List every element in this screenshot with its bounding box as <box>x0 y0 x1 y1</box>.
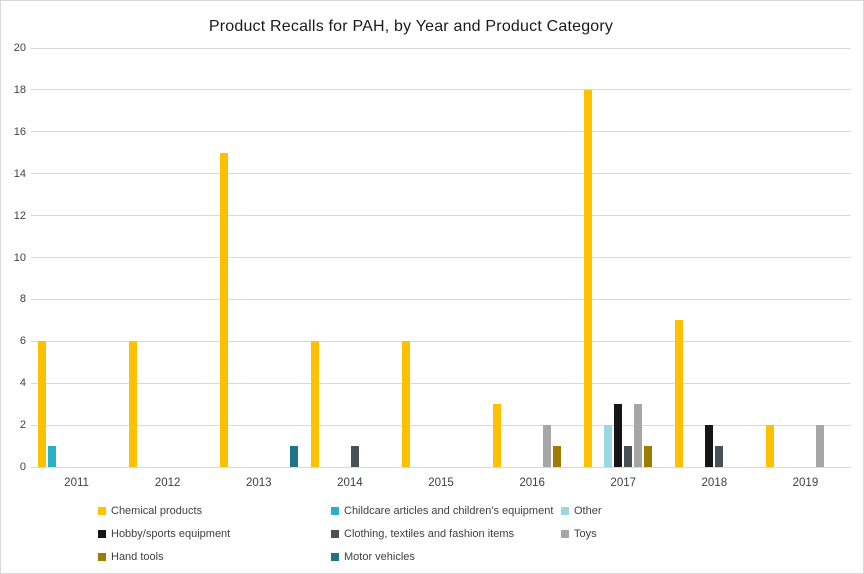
y-axis-label: 10 <box>13 251 26 264</box>
bar <box>402 341 410 467</box>
legend-swatch <box>98 529 106 538</box>
x-axis-label: 2012 <box>154 477 181 489</box>
x-axis-label: 2015 <box>428 477 454 489</box>
legend-item: Hobby/sports equipment <box>98 522 230 545</box>
legend-item: Hand tools <box>98 545 230 568</box>
bar <box>219 152 228 467</box>
legend-label: Toys <box>574 527 597 540</box>
bar <box>675 320 684 467</box>
y-axis-label: 0 <box>19 461 26 473</box>
bar <box>614 404 623 467</box>
bar <box>624 446 633 467</box>
bar <box>493 404 502 467</box>
legend-label: Other <box>574 504 602 517</box>
x-axis-label: 2011 <box>64 477 89 489</box>
x-axis-label: 2013 <box>245 477 272 489</box>
legend-label: Hobby/sports equipment <box>111 527 231 540</box>
bar <box>128 341 137 467</box>
y-axis-label: 20 <box>13 42 26 54</box>
legend-item: Motor vehicles <box>331 545 553 568</box>
gridline <box>31 89 851 91</box>
legend-swatch <box>331 506 339 515</box>
y-axis-label: 12 <box>13 209 26 222</box>
y-axis-label: 4 <box>19 377 26 390</box>
chart-title: Product Recalls for PAH, by Year and Pro… <box>208 18 614 35</box>
legend-label: Hand tools <box>111 550 164 563</box>
legend-column: Childcare articles and children's equipm… <box>331 499 553 568</box>
plot-area: 2011 2012 2013 2014 2015 2016 2017 2018 2019 <box>31 47 851 489</box>
x-axis-label: 2014 <box>337 477 363 489</box>
legend-label: Clothing, textiles and fashion items <box>344 527 514 540</box>
bar <box>644 446 653 467</box>
legend-swatch <box>331 552 339 561</box>
x-axis-label: 2018 <box>701 477 728 489</box>
legend-column: Other Toys <box>561 499 602 545</box>
legend-swatch <box>98 552 106 561</box>
gridline <box>31 47 851 49</box>
gridline <box>31 298 851 300</box>
bar <box>816 425 825 467</box>
gridline <box>31 257 851 258</box>
bar <box>310 341 319 467</box>
bar <box>47 446 56 467</box>
gridline <box>31 466 851 468</box>
legend-column: Chemical products Hobby/sports equipment H… <box>98 499 230 568</box>
y-axis-label: 6 <box>19 335 26 348</box>
gridline <box>31 131 851 133</box>
x-axis-label: 2016 <box>519 477 545 489</box>
y-axis-label: 2 <box>19 419 26 432</box>
legend-swatch <box>561 506 569 515</box>
bar <box>604 425 613 467</box>
legend-label: Chemical products <box>111 504 203 517</box>
legend-item: Clothing, textiles and fashion items <box>331 522 553 545</box>
bar <box>543 425 552 467</box>
bar <box>634 404 643 467</box>
y-axis-label: 14 <box>13 167 26 180</box>
gridline <box>31 382 851 384</box>
y-axis-label: 18 <box>13 83 26 96</box>
bar <box>289 446 298 467</box>
legend-item: Other <box>561 499 602 522</box>
y-axis-label: 8 <box>19 293 26 306</box>
x-axis-label: 2017 <box>610 477 637 489</box>
gridline <box>31 424 851 426</box>
legend-swatch <box>331 529 339 538</box>
gridline <box>31 215 851 217</box>
legend-swatch <box>561 529 569 538</box>
legend-item: Childcare articles and children's equipm… <box>331 499 553 522</box>
bar <box>553 446 562 467</box>
gridline <box>31 173 851 175</box>
legend-item: Toys <box>561 522 602 545</box>
bar <box>584 89 593 467</box>
bar <box>715 446 724 467</box>
bar <box>350 446 359 467</box>
legend-swatch <box>98 506 106 515</box>
bar <box>37 341 46 467</box>
legend-label: Motor vehicles <box>344 550 415 563</box>
x-axis-label: 2019 <box>792 477 819 489</box>
bar <box>766 425 775 467</box>
bar <box>705 425 714 467</box>
legend: Chemical products Hobby/sports equipment H… <box>1 499 863 568</box>
legend-label: Childcare articles and children's equipm… <box>344 504 554 517</box>
gridline <box>31 340 851 342</box>
y-axis-label: 16 <box>13 125 26 138</box>
legend-item: Chemical products <box>98 499 230 522</box>
